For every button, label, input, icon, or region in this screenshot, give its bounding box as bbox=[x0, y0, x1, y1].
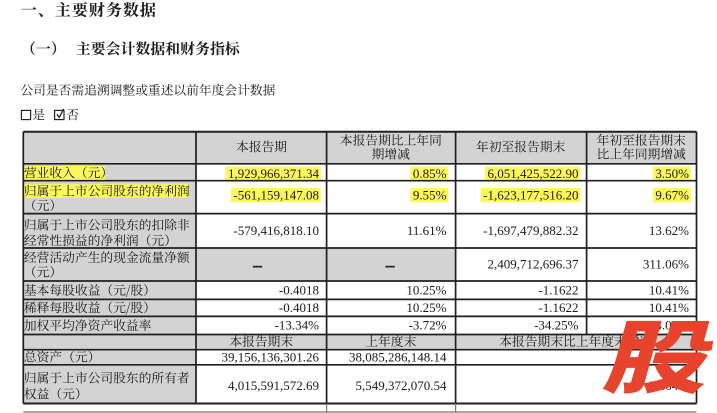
svg-text:0.85%: 0.85% bbox=[413, 166, 447, 181]
svg-text:-1.1622: -1.1622 bbox=[538, 283, 578, 298]
svg-text:-0.4018: -0.4018 bbox=[279, 283, 319, 298]
svg-text:5,549,372,070.54: 5,549,372,070.54 bbox=[356, 378, 448, 393]
svg-text:-3.72%: -3.72% bbox=[409, 318, 447, 333]
svg-text:3.50%: 3.50% bbox=[655, 166, 689, 181]
svg-text:10.41%: 10.41% bbox=[649, 300, 689, 315]
svg-text:38,085,286,148.14: 38,085,286,148.14 bbox=[349, 350, 447, 365]
svg-text:-1,697,479,882.32: -1,697,479,882.32 bbox=[483, 223, 578, 238]
svg-text:11.61%: 11.61% bbox=[407, 223, 447, 238]
svg-text:-579,416,818.10: -579,416,818.10 bbox=[233, 223, 319, 238]
svg-text:9.67%: 9.67% bbox=[655, 188, 689, 203]
svg-text:4,015,591,572.69: 4,015,591,572.69 bbox=[228, 378, 319, 393]
svg-text:-0.4018: -0.4018 bbox=[279, 300, 319, 315]
svg-text:-561,159,147.08: -561,159,147.08 bbox=[233, 188, 319, 203]
svg-text:10.25%: 10.25% bbox=[406, 300, 446, 315]
svg-text:10.41%: 10.41% bbox=[649, 283, 689, 298]
svg-text:9.55%: 9.55% bbox=[413, 188, 447, 203]
svg-text:1,929,966,371.34: 1,929,966,371.34 bbox=[228, 166, 320, 181]
svg-text:13.62%: 13.62% bbox=[649, 223, 689, 238]
svg-text:311.06%: 311.06% bbox=[643, 257, 689, 272]
svg-text:-34.25%: -34.25% bbox=[534, 318, 579, 333]
svg-text:2,409,712,696.37: 2,409,712,696.37 bbox=[488, 257, 580, 272]
svg-text:39,156,136,301.26: 39,156,136,301.26 bbox=[222, 350, 320, 365]
svg-text:-13.34%: -13.34% bbox=[275, 318, 320, 333]
svg-text:-1.1622: -1.1622 bbox=[538, 300, 578, 315]
svg-text:10.25%: 10.25% bbox=[406, 283, 446, 298]
svg-text:6,051,425,522.90: 6,051,425,522.90 bbox=[488, 166, 579, 181]
svg-text:-1,623,177,516.20: -1,623,177,516.20 bbox=[483, 188, 578, 203]
